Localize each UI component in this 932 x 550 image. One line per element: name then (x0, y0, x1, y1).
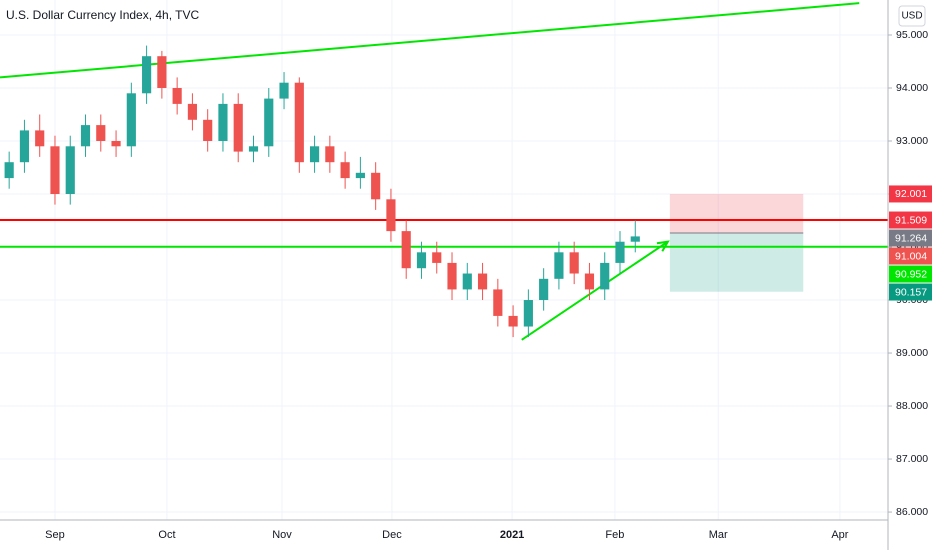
candle-body (233, 103, 243, 152)
price-label: 90.157 (895, 286, 927, 298)
candle-body (294, 82, 304, 163)
candle-body (35, 130, 45, 147)
candle-body (19, 130, 30, 163)
candle-body (157, 56, 167, 88)
candle-body (203, 119, 213, 141)
y-tick-label: 93.000 (896, 135, 928, 147)
candle-body (96, 125, 106, 141)
candle-body (325, 146, 335, 163)
candle-body (462, 273, 472, 290)
x-tick-label: Feb (605, 529, 624, 541)
x-tick-label: 2021 (500, 529, 524, 541)
candle-body (615, 241, 625, 263)
candle-body (355, 172, 365, 179)
candle-body (477, 273, 488, 290)
y-tick-label: 89.000 (896, 347, 928, 359)
price-label-box (889, 211, 932, 229)
candle-body (248, 146, 259, 152)
candle-body (554, 252, 564, 279)
candle-body (371, 172, 381, 200)
candle-body (142, 56, 152, 94)
candle-body (218, 103, 228, 141)
candle-body (172, 87, 182, 104)
candle-body (600, 262, 610, 290)
x-tick-label: Sep (45, 529, 65, 541)
candle-body (264, 98, 274, 147)
price-label: 90.952 (895, 268, 927, 280)
candle-body (309, 146, 320, 163)
candle-body (493, 289, 503, 316)
x-tick-label: Nov (272, 529, 292, 541)
price-label: 91.509 (895, 214, 927, 226)
candle-body (386, 199, 396, 232)
candle-body (447, 262, 457, 290)
plot-area (0, 0, 888, 520)
y-tick-label: 95.000 (896, 29, 928, 41)
candle-body (111, 140, 121, 147)
x-tick-label: Mar (709, 529, 728, 541)
y-tick-label: 88.000 (896, 400, 928, 412)
price-label: 92.001 (895, 188, 927, 200)
candle-body (50, 146, 60, 195)
candle-body (584, 273, 595, 290)
candle-body (401, 231, 411, 269)
candle-body (432, 252, 442, 263)
x-tick-label: Oct (158, 529, 175, 541)
candle-body (523, 300, 533, 327)
y-tick-label: 86.000 (896, 506, 928, 518)
candle-body (65, 146, 75, 195)
x-tick-label: Apr (831, 529, 848, 541)
candle-body (279, 82, 289, 99)
price-label-box (889, 185, 932, 203)
stop-zone (669, 193, 804, 234)
price-label-box (889, 265, 932, 283)
candle-body (80, 125, 91, 147)
candle-body (187, 103, 197, 120)
y-tick-label: 94.000 (896, 82, 928, 94)
candle-body (340, 162, 350, 179)
candle-body (539, 278, 549, 301)
price-label: 91.004 (895, 250, 927, 262)
trend-line (521, 240, 669, 341)
currency-button[interactable] (898, 5, 926, 27)
price-label-box (889, 283, 932, 301)
candle-body (4, 162, 14, 179)
arrow-head (656, 240, 670, 252)
price-label-box (889, 229, 932, 247)
y-tick-label: 87.000 (896, 453, 928, 465)
currency-label[interactable]: USD (901, 11, 922, 22)
chart-title: U.S. Dollar Currency Index, 4h, TVC (6, 8, 200, 22)
candle-body (416, 252, 427, 269)
target-zone (669, 233, 804, 292)
price-label: 91.264 (895, 232, 927, 244)
x-tick-label: Dec (382, 529, 402, 541)
candle-body (569, 252, 579, 274)
candle-body (126, 93, 136, 147)
candle-body (630, 236, 640, 242)
price-label-box (889, 247, 932, 265)
candle-body (508, 315, 518, 327)
